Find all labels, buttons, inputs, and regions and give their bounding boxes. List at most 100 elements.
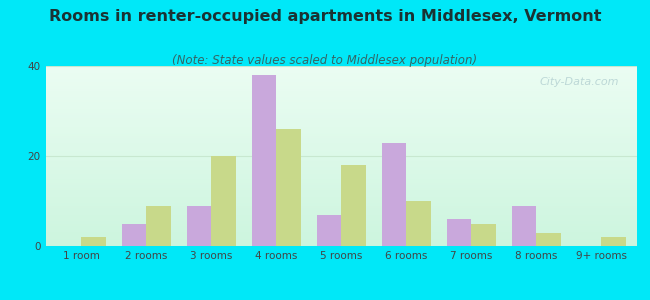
Bar xyxy=(46,100,637,102)
Bar xyxy=(46,221,637,223)
Bar xyxy=(46,197,637,199)
Bar xyxy=(46,239,637,241)
Bar xyxy=(46,86,637,88)
Bar xyxy=(46,226,637,228)
Bar xyxy=(46,134,637,136)
Bar xyxy=(46,107,637,109)
Bar xyxy=(187,206,211,246)
Bar xyxy=(46,97,637,98)
Bar xyxy=(46,228,637,230)
Bar xyxy=(512,206,536,246)
Bar xyxy=(46,232,637,233)
Bar xyxy=(46,66,637,68)
Bar xyxy=(46,131,637,133)
Bar xyxy=(46,183,637,185)
Text: Rooms in renter-occupied apartments in Middlesex, Vermont: Rooms in renter-occupied apartments in M… xyxy=(49,9,601,24)
Bar xyxy=(46,120,637,122)
Bar xyxy=(46,68,637,70)
Bar xyxy=(46,88,637,89)
Text: City-Data.com: City-Data.com xyxy=(540,77,619,87)
Bar xyxy=(46,84,637,86)
Bar xyxy=(46,194,637,196)
Bar xyxy=(46,73,637,75)
Bar xyxy=(46,237,637,239)
Bar xyxy=(46,244,637,246)
Bar xyxy=(317,214,341,246)
Bar xyxy=(406,201,431,246)
Bar xyxy=(46,215,637,217)
Bar xyxy=(46,125,637,127)
Bar xyxy=(447,219,471,246)
Bar xyxy=(46,113,637,115)
Bar xyxy=(46,147,637,149)
Bar xyxy=(46,223,637,224)
Bar xyxy=(46,152,637,154)
Bar xyxy=(46,169,637,170)
Bar xyxy=(46,122,637,124)
Bar xyxy=(46,170,637,172)
Bar xyxy=(46,91,637,93)
Bar xyxy=(46,158,637,160)
Bar xyxy=(46,93,637,95)
Bar xyxy=(46,165,637,167)
Bar xyxy=(46,212,637,214)
Bar xyxy=(382,142,406,246)
Bar xyxy=(46,138,637,140)
Bar xyxy=(46,82,637,84)
Bar xyxy=(46,115,637,116)
Bar xyxy=(46,174,637,176)
Bar xyxy=(46,133,637,134)
Bar xyxy=(46,106,637,107)
Bar xyxy=(46,136,637,138)
Bar xyxy=(471,224,496,246)
Bar xyxy=(46,187,637,188)
Bar xyxy=(46,217,637,219)
Bar xyxy=(81,237,106,246)
Bar xyxy=(46,235,637,237)
Bar xyxy=(46,111,637,113)
Bar xyxy=(46,179,637,181)
Bar xyxy=(46,181,637,183)
Bar xyxy=(46,140,637,142)
Bar xyxy=(46,176,637,178)
Bar xyxy=(46,124,637,125)
Bar xyxy=(536,232,561,246)
Bar xyxy=(46,163,637,165)
Bar xyxy=(46,118,637,120)
Bar xyxy=(46,102,637,104)
Bar xyxy=(46,242,637,244)
Bar xyxy=(46,143,637,145)
Bar xyxy=(46,116,637,118)
Bar xyxy=(46,208,637,210)
Bar xyxy=(46,206,637,208)
Bar xyxy=(211,156,236,246)
Bar xyxy=(46,75,637,77)
Bar xyxy=(46,172,637,174)
Bar xyxy=(46,71,637,73)
Bar xyxy=(46,188,637,190)
Bar xyxy=(46,80,637,82)
Bar xyxy=(46,230,637,232)
Bar xyxy=(46,145,637,147)
Bar xyxy=(252,75,276,246)
Bar xyxy=(46,201,637,203)
Bar xyxy=(341,165,366,246)
Bar xyxy=(46,95,637,97)
Bar xyxy=(46,142,637,143)
Bar xyxy=(146,206,171,246)
Bar xyxy=(46,214,637,215)
Bar xyxy=(46,77,637,79)
Bar xyxy=(46,98,637,100)
Bar xyxy=(46,190,637,192)
Bar xyxy=(46,129,637,131)
Bar xyxy=(46,154,637,156)
Bar xyxy=(46,151,637,152)
Bar xyxy=(46,127,637,129)
Bar xyxy=(46,104,637,106)
Bar xyxy=(46,203,637,205)
Text: (Note: State values scaled to Middlesex population): (Note: State values scaled to Middlesex … xyxy=(172,54,478,67)
Bar xyxy=(46,156,637,158)
Bar xyxy=(46,161,637,163)
Bar xyxy=(46,109,637,111)
Bar xyxy=(46,89,637,91)
